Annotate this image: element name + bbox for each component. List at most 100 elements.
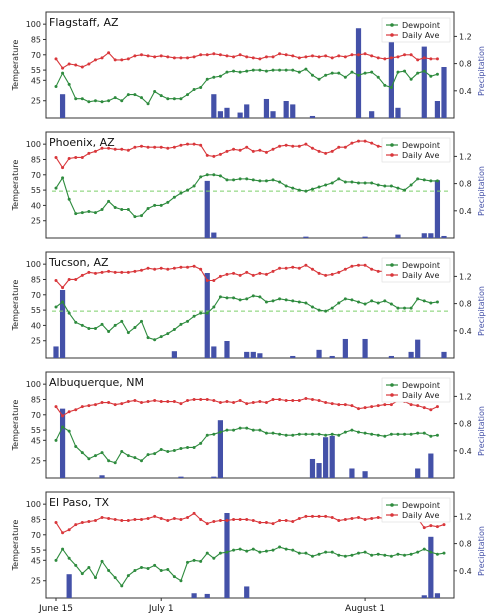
- series-point: [251, 56, 255, 60]
- series-point: [218, 174, 222, 178]
- legend-label: Daily Ave: [402, 391, 440, 400]
- series-point: [258, 179, 262, 183]
- series-point: [61, 286, 65, 290]
- precip-bar-1: [191, 593, 197, 598]
- series-point: [192, 314, 196, 318]
- series-point: [370, 181, 374, 185]
- series-point: [258, 68, 262, 72]
- precip-bar-17: [441, 351, 447, 358]
- series-point: [205, 522, 209, 526]
- series-point: [225, 272, 229, 276]
- series-point: [317, 399, 321, 402]
- series-point: [93, 326, 97, 330]
- series-point: [435, 72, 439, 76]
- series-point: [376, 301, 380, 305]
- y-tick-label: 85: [31, 275, 41, 284]
- series-point: [291, 433, 295, 437]
- y2-tick-label: 0.4: [459, 567, 472, 576]
- series-point: [330, 149, 334, 153]
- y2-axis-label: Precipitation: [477, 526, 486, 576]
- series-point: [179, 97, 183, 101]
- series-point: [199, 441, 203, 445]
- series-point: [74, 408, 78, 412]
- series-point: [218, 152, 222, 156]
- series-point: [80, 155, 84, 159]
- series-point: [389, 403, 393, 407]
- series-point: [100, 56, 104, 60]
- series-point: [146, 336, 150, 340]
- y2-tick-label: 0.8: [459, 420, 472, 429]
- series-point: [225, 178, 229, 182]
- legend-label: Daily Ave: [402, 151, 440, 160]
- series-point: [291, 68, 295, 72]
- series-point: [304, 263, 308, 267]
- series-point: [251, 519, 255, 522]
- series-point: [54, 155, 58, 159]
- series-point: [258, 521, 262, 525]
- series-point: [80, 405, 84, 409]
- precip-bar-1: [211, 94, 217, 118]
- series-point: [297, 266, 301, 270]
- series-point: [74, 212, 78, 216]
- series-point: [186, 265, 190, 269]
- series-point: [245, 145, 249, 149]
- series-point: [133, 215, 137, 219]
- series-point: [133, 54, 137, 58]
- series-point: [324, 433, 328, 437]
- series-point: [238, 517, 242, 521]
- series-point: [429, 434, 433, 438]
- series-point: [389, 184, 393, 188]
- series-point: [205, 551, 209, 555]
- y-tick-label: 85: [31, 395, 41, 404]
- series-point: [403, 188, 407, 192]
- series-point: [232, 428, 236, 432]
- legend-box: [381, 497, 451, 523]
- series-point: [120, 402, 124, 406]
- series-point: [422, 431, 426, 435]
- precip-bar-11: [329, 355, 335, 358]
- y-tick-label: 100: [26, 20, 41, 29]
- series-point: [107, 569, 111, 573]
- series-point: [291, 144, 295, 148]
- series-point: [74, 320, 78, 324]
- series-point: [120, 319, 124, 323]
- series-point: [343, 430, 347, 434]
- series-point: [370, 516, 374, 520]
- series-point: [232, 147, 236, 151]
- series-point: [205, 279, 209, 282]
- y2-tick-label: 1.2: [459, 152, 472, 161]
- series-point: [120, 147, 124, 151]
- series-point: [317, 149, 321, 153]
- series-point: [350, 180, 354, 184]
- series-point: [113, 403, 117, 407]
- series-point: [258, 57, 262, 61]
- series-point: [120, 58, 124, 62]
- series-point: [205, 433, 209, 437]
- y2-axis-label: Precipitation: [477, 406, 486, 456]
- series-point: [218, 274, 222, 278]
- precip-bar-12: [369, 111, 375, 118]
- chart-title: Albuquerque, NM: [49, 376, 144, 389]
- series-point: [172, 516, 176, 520]
- precip-bar-9: [290, 104, 296, 118]
- legend-label: Daily Ave: [402, 271, 440, 280]
- y-tick-label: 25: [31, 577, 41, 586]
- series-point: [100, 515, 104, 519]
- series-point: [245, 426, 249, 430]
- precip-bar-9: [290, 355, 296, 358]
- y-axis-label: Temperature: [11, 160, 20, 212]
- series-point: [107, 99, 111, 103]
- y2-tick-label: 0.4: [459, 327, 472, 336]
- series-point: [146, 400, 150, 404]
- series-point: [225, 550, 229, 554]
- series-point: [126, 400, 130, 404]
- series-point: [357, 551, 361, 555]
- series-point: [179, 579, 183, 583]
- series-point: [429, 524, 433, 528]
- series-point: [330, 181, 334, 185]
- series-point: [350, 404, 354, 408]
- series-point: [107, 401, 111, 405]
- series-point: [409, 77, 413, 81]
- series-point: [304, 142, 308, 146]
